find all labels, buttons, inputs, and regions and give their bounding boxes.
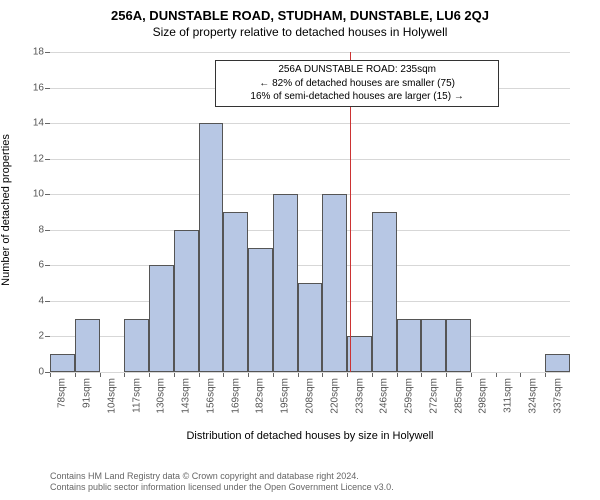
annotation-line-1: 256A DUNSTABLE ROAD: 235sqm	[222, 63, 492, 77]
x-tick-label: 233sqm	[354, 378, 365, 414]
annotation-box: 256A DUNSTABLE ROAD: 235sqm ← 82% of det…	[215, 60, 499, 107]
grid-line	[50, 52, 570, 53]
histogram-bar	[174, 230, 199, 372]
grid-line	[50, 194, 570, 195]
x-axis-label: Distribution of detached houses by size …	[50, 430, 570, 442]
x-tick-label: 337sqm	[552, 378, 563, 414]
histogram-bar	[372, 212, 397, 372]
chart-title: 256A, DUNSTABLE ROAD, STUDHAM, DUNSTABLE…	[0, 0, 600, 23]
x-tick-label: 298sqm	[478, 378, 489, 414]
x-tick-label: 285sqm	[453, 378, 464, 414]
grid-line	[50, 372, 570, 373]
y-axis-label: Number of detached properties	[0, 120, 12, 300]
histogram-bar	[298, 283, 323, 372]
y-tick-label: 14	[33, 118, 44, 129]
x-tick-label: 208sqm	[305, 378, 316, 414]
histogram-bar	[199, 123, 224, 372]
x-tick-label: 246sqm	[379, 378, 390, 414]
x-tick-label: 311sqm	[503, 378, 514, 413]
x-tick-label: 259sqm	[404, 378, 415, 414]
x-tick-label: 169sqm	[230, 378, 241, 414]
y-tick-label: 4	[38, 295, 44, 306]
credits-line-1: Contains HM Land Registry data © Crown c…	[50, 471, 394, 483]
grid-line	[50, 123, 570, 124]
y-tick-label: 16	[33, 82, 44, 93]
x-tick-label: 104sqm	[106, 378, 117, 414]
histogram-bar	[149, 265, 174, 372]
histogram-bar	[322, 194, 347, 372]
annotation-line-3: 16% of semi-detached houses are larger (…	[222, 90, 492, 104]
x-tick-label: 324sqm	[527, 378, 538, 414]
histogram-bar	[397, 319, 422, 372]
credits-line-2: Contains public sector information licen…	[50, 482, 394, 494]
histogram-bar	[273, 194, 298, 372]
y-tick-label: 10	[33, 189, 44, 200]
x-tick-label: 220sqm	[329, 378, 340, 414]
credits: Contains HM Land Registry data © Crown c…	[50, 471, 394, 494]
histogram-bar	[545, 354, 570, 372]
histogram-bar	[75, 319, 100, 372]
y-tick-label: 12	[33, 153, 44, 164]
x-tick-label: 117sqm	[131, 378, 142, 413]
chart-subtitle: Size of property relative to detached ho…	[0, 23, 600, 39]
x-tick-label: 195sqm	[280, 378, 291, 414]
x-tick-label: 182sqm	[255, 378, 266, 414]
x-tick-label: 130sqm	[156, 378, 167, 414]
x-tick-label: 156sqm	[205, 378, 216, 414]
grid-line	[50, 230, 570, 231]
histogram-bar	[421, 319, 446, 372]
histogram-bar	[223, 212, 248, 372]
histogram-bar	[446, 319, 471, 372]
x-tick-label: 78sqm	[57, 378, 68, 408]
y-tick-label: 18	[33, 47, 44, 58]
y-tick-label: 6	[38, 260, 44, 271]
histogram-bar	[248, 248, 273, 372]
y-tick-label: 2	[38, 331, 44, 342]
grid-line	[50, 159, 570, 160]
x-tick-label: 143sqm	[181, 378, 192, 414]
grid-line	[50, 265, 570, 266]
histogram-bar	[124, 319, 149, 372]
x-tick-label: 272sqm	[428, 378, 439, 414]
y-tick-label: 0	[38, 367, 44, 378]
y-tick-label: 8	[38, 224, 44, 235]
histogram-bar	[50, 354, 75, 372]
annotation-line-2: ← 82% of detached houses are smaller (75…	[222, 77, 492, 91]
x-tick-label: 91sqm	[82, 378, 93, 408]
